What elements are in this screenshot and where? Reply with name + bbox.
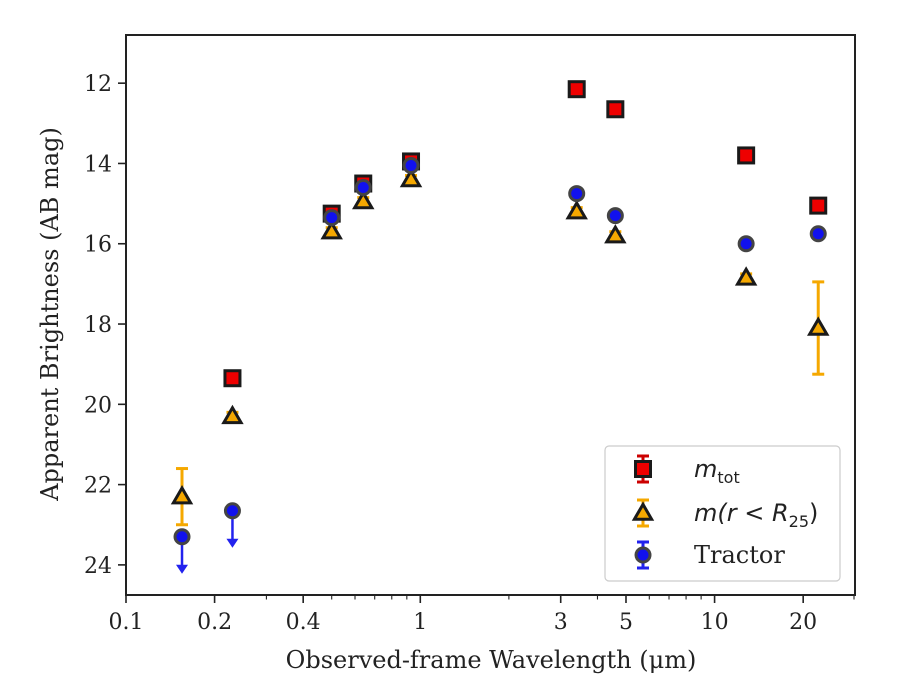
y-tick-label: 18 (84, 313, 112, 338)
marker (604, 224, 627, 244)
point-tractor (606, 207, 624, 225)
point-m-r25 (399, 167, 423, 188)
y-tick-label: 16 (84, 233, 112, 258)
x-tick-label: 20 (789, 610, 817, 635)
point-tractor (737, 235, 755, 253)
point-m-r25 (604, 224, 627, 244)
point-m-r25 (806, 280, 830, 376)
x-tick-label: 0.1 (109, 610, 144, 635)
point-m-tot (809, 196, 828, 215)
point-m-tot (737, 146, 756, 165)
point-tractor (354, 179, 372, 197)
marker (737, 235, 755, 253)
marker (568, 185, 586, 203)
legend: mtot m(r < R25) Tractor (604, 445, 841, 582)
marker (354, 179, 372, 197)
marker (221, 404, 244, 425)
x-tick-label: 10 (701, 610, 729, 635)
legend-box (604, 445, 841, 582)
legend-marker (634, 546, 652, 564)
x-axis-label: Observed-frame Wavelength (μm) (286, 646, 697, 674)
point-m-r25 (352, 189, 375, 210)
point-tractor (223, 502, 241, 548)
marker (734, 266, 758, 286)
point-m-r25 (221, 404, 244, 425)
legend-label: m(r < R25) (694, 499, 818, 531)
point-m-r25 (565, 200, 588, 220)
marker (352, 189, 375, 210)
marker (323, 209, 341, 227)
legend-entry: m(r < R25) (631, 498, 818, 531)
y-tick-label: 12 (84, 72, 112, 97)
marker (809, 225, 827, 243)
marker (399, 167, 423, 188)
y-tick-label: 22 (84, 474, 112, 499)
point-tractor (323, 209, 341, 227)
legend-label: Tractor (694, 541, 785, 569)
point-m-tot (223, 369, 242, 388)
marker (809, 196, 828, 215)
point-tractor (173, 528, 191, 574)
marker (223, 369, 242, 388)
marker (567, 80, 586, 99)
y-tick-label: 14 (84, 152, 112, 177)
legend-entry: mtot (634, 454, 740, 487)
point-m-r25 (170, 467, 194, 527)
x-tick-label: 0.4 (286, 610, 321, 635)
x-tick-label: 1 (413, 610, 427, 635)
marker (737, 146, 756, 165)
y-axis-label: Apparent Brightness (AB mag) (36, 127, 64, 502)
point-m-r25 (320, 220, 343, 240)
upper-limit-arrow (226, 538, 239, 548)
legend-entry: Tractor (634, 540, 785, 570)
plot-area (170, 80, 830, 574)
marker (806, 316, 830, 336)
point-m-r25 (734, 266, 758, 286)
legend-label: mtot (694, 455, 740, 487)
x-tick-label: 0.2 (197, 610, 232, 635)
point-tractor (402, 156, 420, 174)
marker (173, 528, 191, 546)
legend-marker (631, 501, 655, 521)
x-tick-label: 3 (554, 610, 568, 635)
y-tick-label: 24 (84, 554, 112, 579)
marker (565, 200, 588, 220)
y-tick-label: 20 (84, 393, 112, 418)
upper-limit-arrow (176, 564, 189, 574)
point-m-tot (606, 100, 625, 119)
point-m-tot (567, 80, 586, 99)
point-tractor (568, 185, 586, 203)
legend-marker (634, 460, 652, 478)
axes: 0.1 0.2 0.4 1 3 5 10 20 12 14 16 18 20 22 24 (84, 34, 856, 635)
marker (606, 100, 625, 119)
marker (402, 156, 420, 174)
marker (606, 207, 624, 225)
point-tractor (809, 225, 827, 243)
marker (320, 220, 343, 240)
x-tick-label: 5 (619, 610, 633, 635)
plot-frame (125, 34, 856, 596)
marker (223, 502, 241, 520)
marker (170, 485, 194, 505)
